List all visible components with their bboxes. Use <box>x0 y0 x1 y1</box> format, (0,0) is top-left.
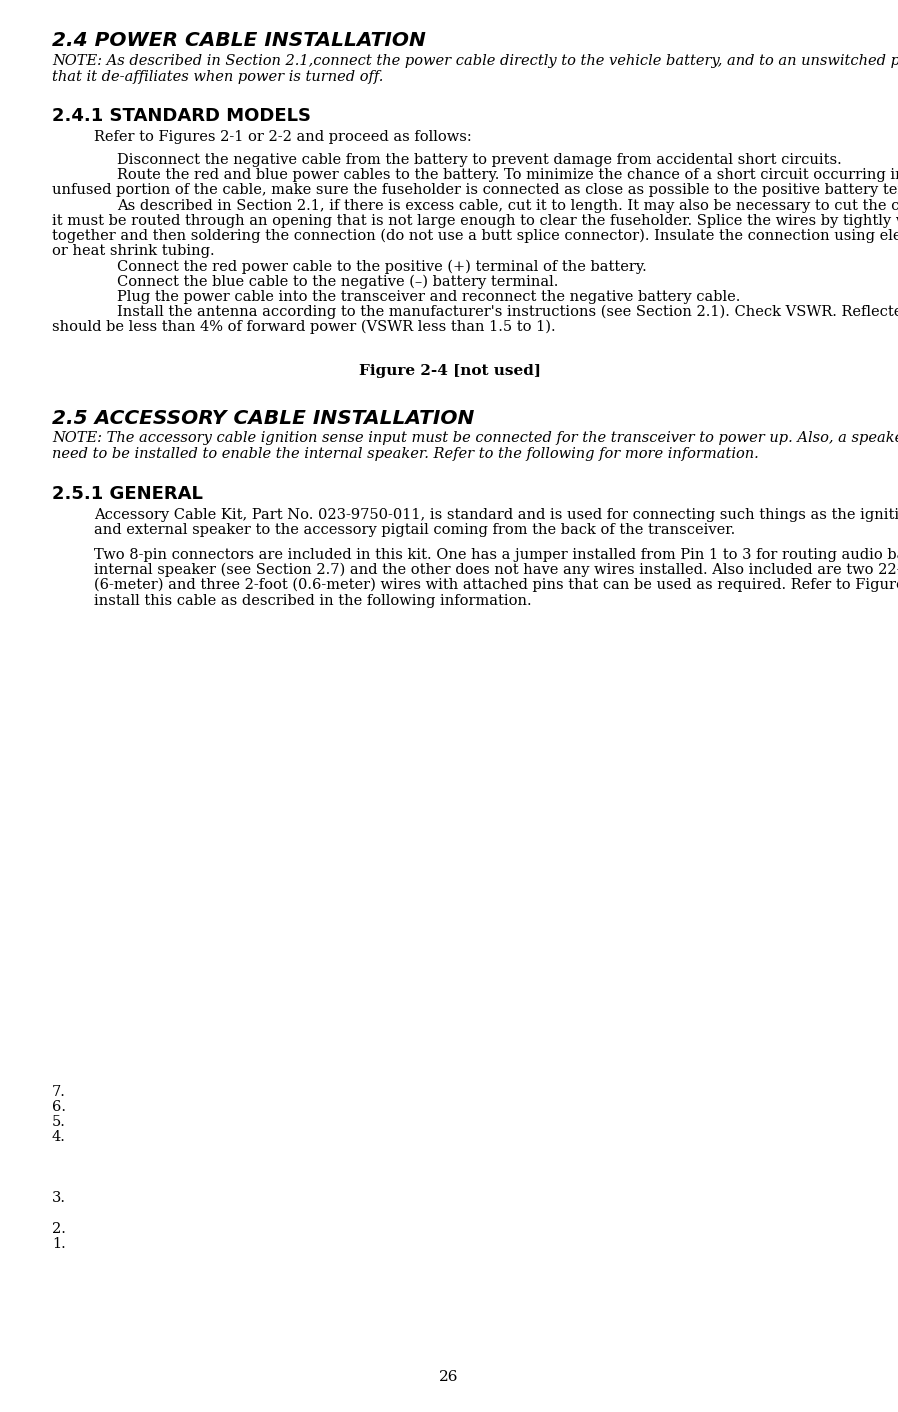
Text: that it de-affiliates when power is turned off.: that it de-affiliates when power is turn… <box>52 69 383 83</box>
Text: 26: 26 <box>439 1370 459 1384</box>
Text: Install the antenna according to the manufacturer's instructions (see Section 2.: Install the antenna according to the man… <box>117 305 898 319</box>
Text: 2.: 2. <box>52 1221 66 1236</box>
Text: 2.5 ACCESSORY CABLE INSTALLATION: 2.5 ACCESSORY CABLE INSTALLATION <box>52 408 474 428</box>
Text: NOTE: As described in Section 2.1,connect the power cable directly to the vehicl: NOTE: As described in Section 2.1,connec… <box>52 54 898 68</box>
Text: Two 8-pin connectors are included in this kit. One has a jumper installed from P: Two 8-pin connectors are included in thi… <box>94 548 898 562</box>
Text: need to be installed to enable the internal speaker. Refer to the following for : need to be installed to enable the inter… <box>52 448 759 462</box>
Text: Refer to Figures 2-1 or 2-2 and proceed as follows:: Refer to Figures 2-1 or 2-2 and proceed … <box>94 130 471 144</box>
Text: together and then soldering the connection (do not use a butt splice connector).: together and then soldering the connecti… <box>52 229 898 243</box>
Text: 2.5.1 GENERAL: 2.5.1 GENERAL <box>52 484 203 503</box>
Text: should be less than 4% of forward power (VSWR less than 1.5 to 1).: should be less than 4% of forward power … <box>52 321 556 335</box>
Text: Figure 2-4 [not used]: Figure 2-4 [not used] <box>359 364 541 378</box>
Text: 3.: 3. <box>52 1192 66 1206</box>
Text: and external speaker to the accessory pigtail coming from the back of the transc: and external speaker to the accessory pi… <box>94 522 735 537</box>
Text: install this cable as described in the following information.: install this cable as described in the f… <box>94 593 532 607</box>
Text: Plug the power cable into the transceiver and reconnect the negative battery cab: Plug the power cable into the transceive… <box>117 289 740 304</box>
Text: Route the red and blue power cables to the battery. To minimize the chance of a : Route the red and blue power cables to t… <box>117 168 898 182</box>
Text: or heat shrink tubing.: or heat shrink tubing. <box>52 244 215 258</box>
Text: 5.: 5. <box>52 1115 66 1130</box>
Text: Connect the blue cable to the negative (–) battery terminal.: Connect the blue cable to the negative (… <box>117 274 559 289</box>
Text: 2.4.1 STANDARD MODELS: 2.4.1 STANDARD MODELS <box>52 107 311 126</box>
Text: NOTE: The accessory cable ignition sense input must be connected for the transce: NOTE: The accessory cable ignition sense… <box>52 431 898 445</box>
Text: Disconnect the negative cable from the battery to prevent damage from accidental: Disconnect the negative cable from the b… <box>117 152 841 167</box>
Text: internal speaker (see Section 2.7) and the other does not have any wires install: internal speaker (see Section 2.7) and t… <box>94 563 898 578</box>
Text: As described in Section 2.1, if there is excess cable, cut it to length. It may : As described in Section 2.1, if there is… <box>117 199 898 213</box>
Text: 1.: 1. <box>52 1237 66 1251</box>
Text: Connect the red power cable to the positive (+) terminal of the battery.: Connect the red power cable to the posit… <box>117 260 647 274</box>
Text: it must be routed through an opening that is not large enough to clear the fuseh: it must be routed through an opening tha… <box>52 213 898 227</box>
Text: Accessory Cable Kit, Part No. 023-9750-011, is standard and is used for connecti: Accessory Cable Kit, Part No. 023-9750-0… <box>94 507 898 521</box>
Text: unfused portion of the cable, make sure the fuseholder is connected as close as : unfused portion of the cable, make sure … <box>52 184 898 198</box>
Text: (6-meter) and three 2-foot (0.6-meter) wires with attached pins that can be used: (6-meter) and three 2-foot (0.6-meter) w… <box>94 578 898 593</box>
Text: 2.4 POWER CABLE INSTALLATION: 2.4 POWER CABLE INSTALLATION <box>52 31 426 49</box>
Text: 6.: 6. <box>52 1100 66 1114</box>
Text: 7.: 7. <box>52 1084 66 1099</box>
Text: 4.: 4. <box>52 1131 66 1144</box>
